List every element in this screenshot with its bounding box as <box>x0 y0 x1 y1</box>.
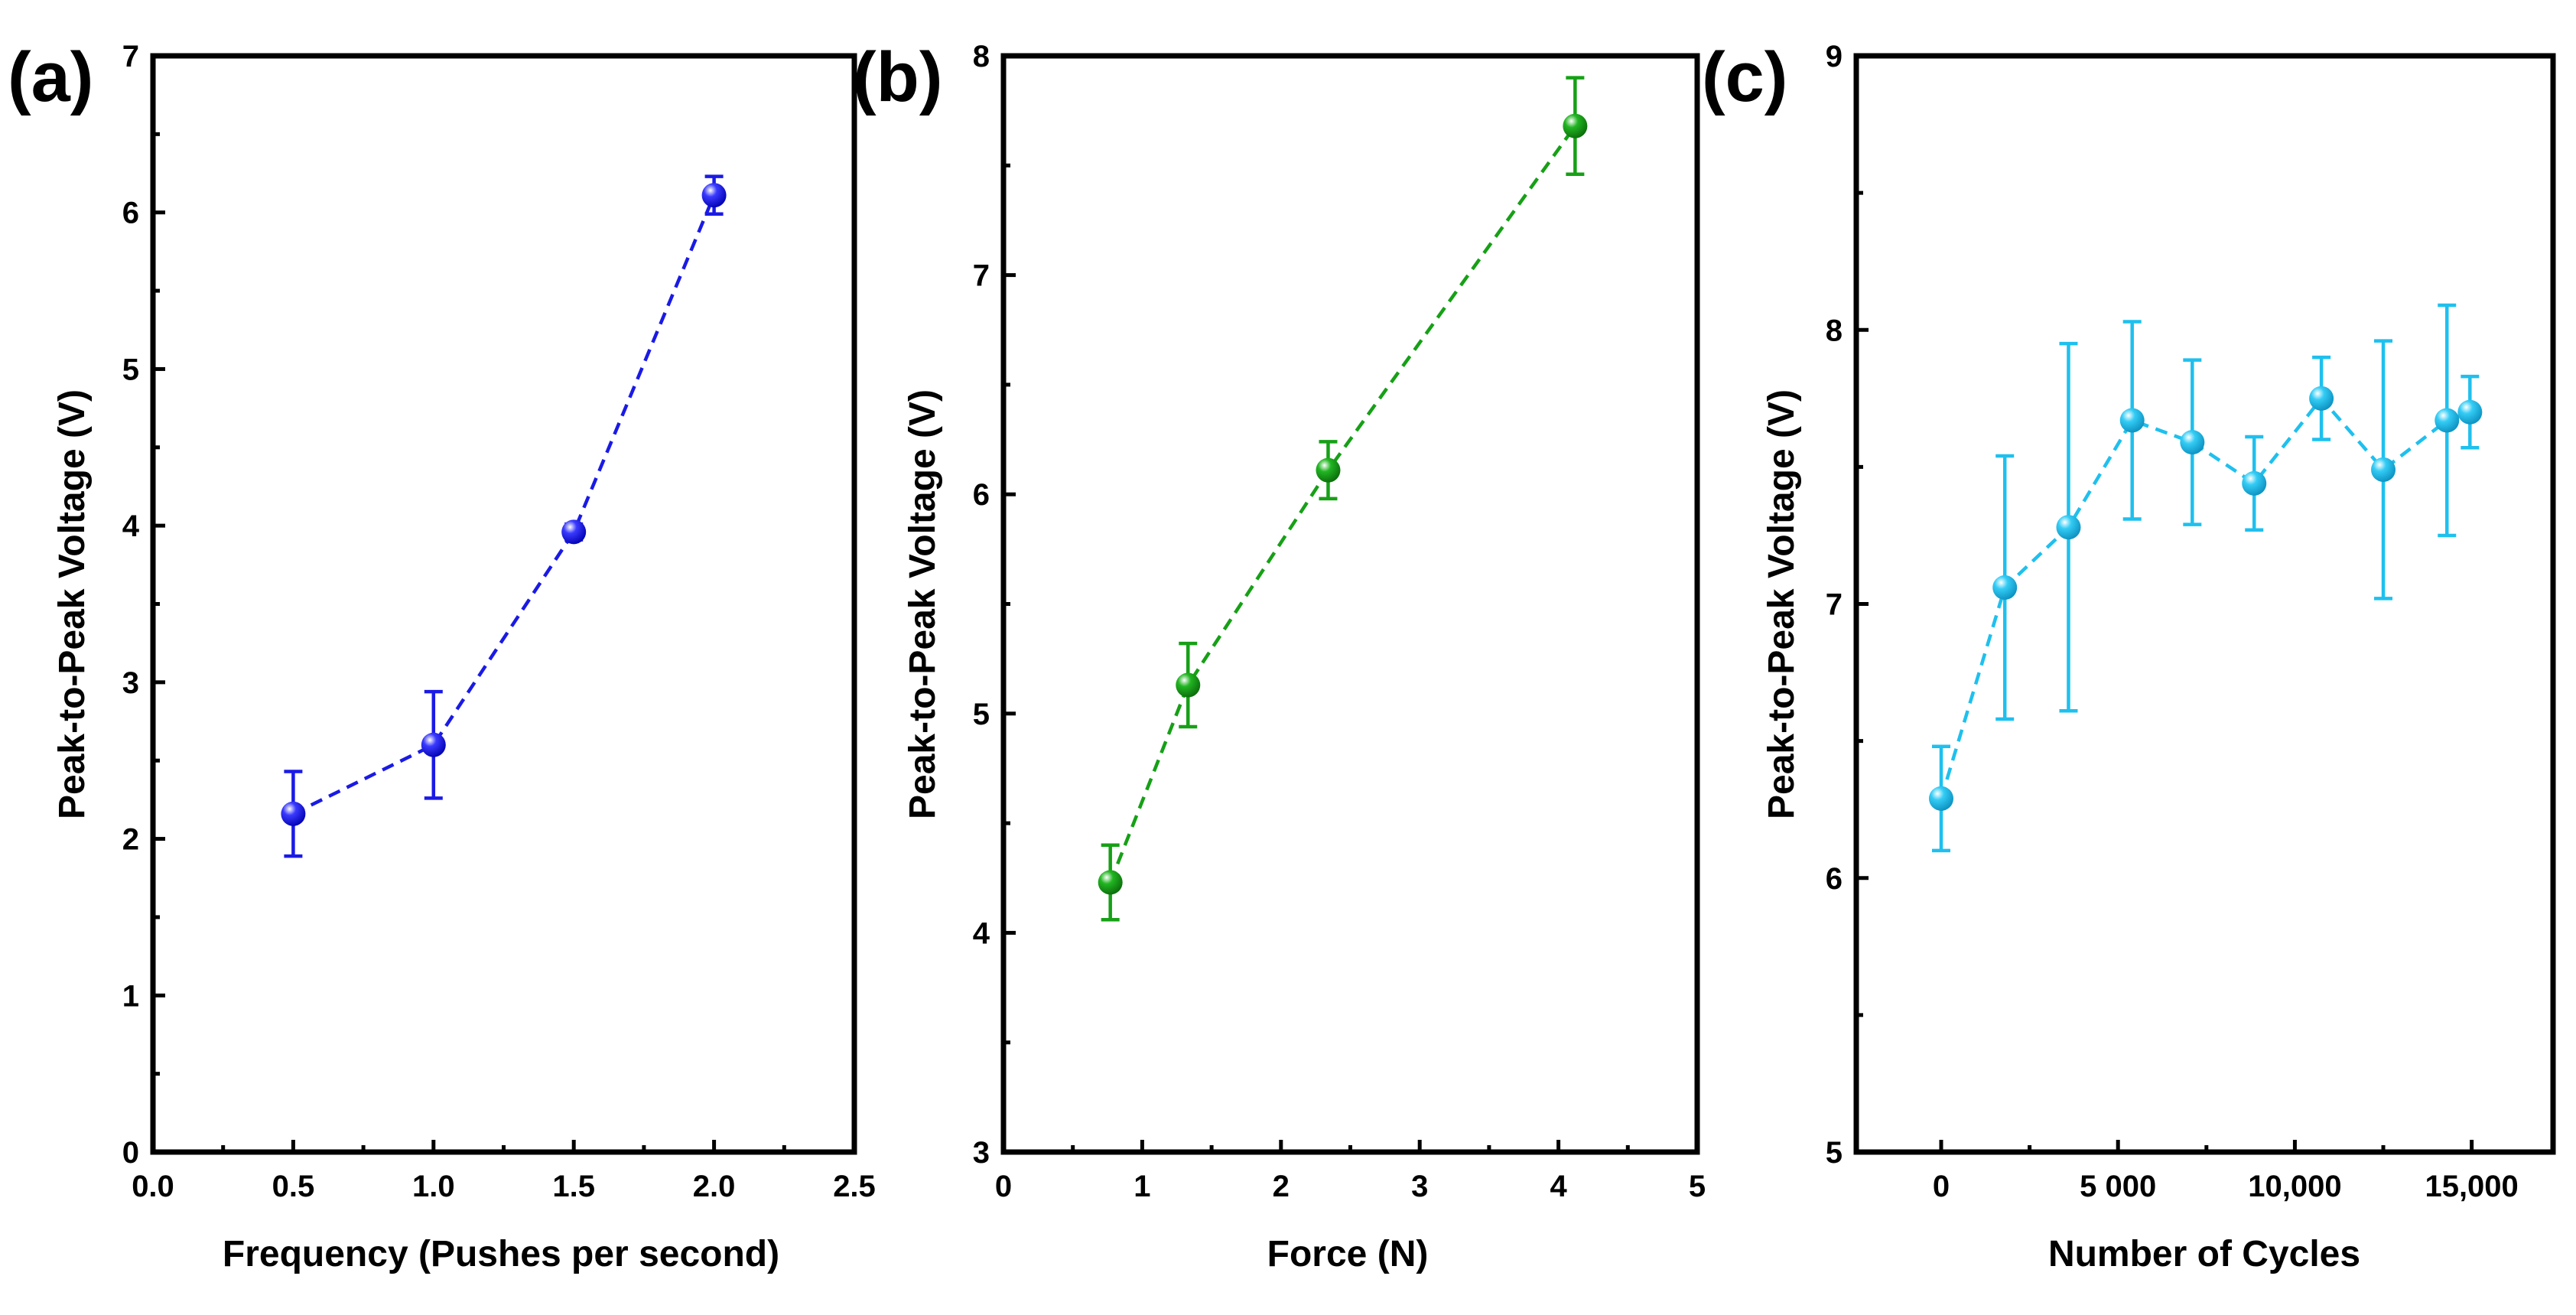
y-tick-label: 8 <box>973 40 990 73</box>
panel-a-plot-frame <box>150 53 857 1155</box>
data-point <box>1928 786 1953 811</box>
x-tick-label: 4 <box>1550 1170 1567 1203</box>
y-tick-label: 3 <box>122 666 139 700</box>
panel-b-xlabel: Force (N) <box>1267 1234 1429 1274</box>
x-tick-label: 0 <box>1933 1170 1950 1203</box>
panel-a-marks <box>281 174 727 858</box>
panel-a-frequency: (a) 0.0 0.5 1.0 1.5 2.0 2.5 0 1 2 3 4 5 6 7 Frequency… <box>8 38 876 1274</box>
data-point <box>2119 408 2145 433</box>
panel-b-ticks: 0 1 2 3 4 5 3 4 5 6 7 8 <box>973 40 1706 1203</box>
x-tick-label: 15,000 <box>2425 1170 2518 1203</box>
data-point <box>701 183 727 208</box>
x-tick-label: 1 <box>1134 1170 1150 1203</box>
data-point <box>2056 515 2081 540</box>
y-tick-label: 1 <box>122 979 139 1013</box>
y-tick-label: 7 <box>973 259 990 293</box>
y-tick-label: 6 <box>973 478 990 512</box>
y-tick-label: 4 <box>973 916 990 950</box>
data-point <box>1563 113 1588 138</box>
series-line <box>292 194 716 815</box>
data-point <box>1098 870 1123 895</box>
data-point <box>2180 430 2205 455</box>
panel-a-ticks: 0.0 0.5 1.0 1.5 2.0 2.5 0 1 2 3 4 5 6 7 <box>122 40 876 1203</box>
data-point <box>421 732 446 757</box>
panel-c-xlabel: Number of Cycles <box>2048 1234 2360 1274</box>
y-tick-label: 7 <box>1826 588 1843 622</box>
panel-a-label: (a) <box>8 38 93 116</box>
panel-c-marks <box>1928 303 2483 853</box>
y-tick-label: 7 <box>122 40 139 73</box>
y-tick-label: 5 <box>122 353 139 386</box>
panel-b-ylabel: Peak-to-Peak Voltage (V) <box>903 389 943 819</box>
panel-c-ylabel: Peak-to-Peak Voltage (V) <box>1761 389 1802 819</box>
data-point <box>1992 575 2018 601</box>
y-tick-label: 6 <box>122 197 139 230</box>
x-tick-label: 0.5 <box>272 1170 315 1203</box>
y-tick-label: 6 <box>1826 862 1843 896</box>
panel-b-force: (b) 0 1 2 3 4 5 3 4 5 6 7 8 Force (N) Peak-to-Peak … <box>853 38 1706 1274</box>
y-tick-label: 2 <box>122 823 139 857</box>
panel-a-ylabel: Peak-to-Peak Voltage (V) <box>52 389 93 819</box>
series-line <box>1939 395 2471 799</box>
data-point <box>2309 386 2334 411</box>
y-tick-label: 5 <box>1826 1136 1843 1170</box>
data-point <box>2435 408 2460 433</box>
y-tick-label: 8 <box>1826 314 1843 347</box>
data-point <box>2457 399 2483 425</box>
y-tick-label: 9 <box>1826 40 1843 73</box>
x-tick-label: 2.0 <box>693 1170 736 1203</box>
x-tick-label: 2 <box>1273 1170 1290 1203</box>
data-point <box>1316 457 1341 483</box>
data-point <box>2242 470 2267 496</box>
x-tick-label: 3 <box>1411 1170 1428 1203</box>
y-tick-label: 0 <box>122 1136 139 1170</box>
panel-c-ticks: 0 5 000 10,000 15,000 5 6 7 8 9 <box>1826 40 2519 1203</box>
x-tick-label: 0.0 <box>132 1170 174 1203</box>
data-point <box>281 801 306 826</box>
panel-b-label: (b) <box>853 38 942 116</box>
y-tick-label: 4 <box>122 509 140 543</box>
panel-c-label: (c) <box>1702 38 1787 116</box>
x-tick-label: 10,000 <box>2248 1170 2341 1203</box>
panel-b-marks <box>1098 76 1588 922</box>
panel-c-plot-frame <box>1853 53 2556 1155</box>
panel-c-cycles: (c) 0 5 000 10,000 15,000 5 6 7 8 9 Number of Cy… <box>1702 38 2556 1274</box>
series-line <box>1108 125 1577 884</box>
data-point <box>561 519 587 545</box>
data-point <box>1176 672 1201 698</box>
y-tick-label: 5 <box>973 698 990 731</box>
y-tick-label: 3 <box>973 1136 990 1170</box>
panel-a-xlabel: Frequency (Pushes per second) <box>223 1234 779 1274</box>
x-tick-label: 2.5 <box>833 1170 876 1203</box>
x-tick-label: 5 000 <box>2080 1170 2156 1203</box>
panel-b-plot-frame <box>1000 53 1700 1155</box>
x-tick-label: 1.0 <box>412 1170 455 1203</box>
x-tick-label: 0 <box>995 1170 1012 1203</box>
x-tick-label: 1.5 <box>552 1170 595 1203</box>
data-point <box>2371 457 2396 482</box>
x-tick-label: 5 <box>1689 1170 1706 1203</box>
